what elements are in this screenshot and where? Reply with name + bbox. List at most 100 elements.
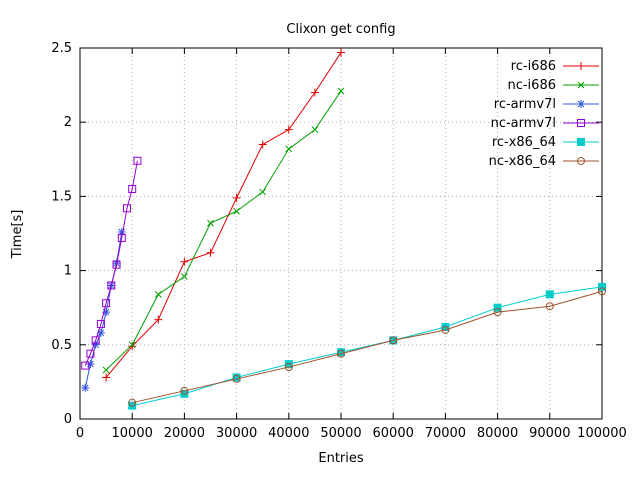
y-tick-label: 2.5 bbox=[51, 41, 72, 56]
series-nc-i686 bbox=[102, 87, 345, 374]
cross-marker bbox=[128, 341, 136, 349]
plus-marker bbox=[337, 48, 345, 57]
square-open-marker bbox=[91, 336, 100, 345]
square-filled-marker bbox=[128, 401, 137, 410]
square-filled-marker bbox=[577, 138, 585, 146]
square-open-marker bbox=[128, 184, 137, 193]
cross-marker bbox=[102, 366, 110, 374]
y-tick-label: 0 bbox=[64, 412, 72, 427]
square-open-marker bbox=[86, 349, 95, 358]
x-tick-label: 80000 bbox=[477, 426, 518, 441]
square-open-marker bbox=[577, 119, 585, 127]
square-filled-marker bbox=[284, 360, 293, 369]
circle-open-marker bbox=[493, 308, 502, 317]
circle-open-marker bbox=[337, 349, 345, 358]
cross-marker bbox=[259, 188, 267, 196]
tick-labels: 0 10000 20000 30000 40000 50000 60000 70000 8000… bbox=[51, 41, 627, 441]
legend-entry-rc-i686: rc-i686 bbox=[511, 59, 599, 74]
plus-marker bbox=[206, 248, 215, 257]
square-open-marker bbox=[96, 320, 105, 329]
circle-open-marker bbox=[284, 363, 293, 372]
square-filled-marker bbox=[493, 303, 502, 312]
square-filled-marker bbox=[598, 282, 606, 291]
square-filled-marker bbox=[441, 322, 450, 331]
chart-generated-content: 0 10000 20000 30000 40000 50000 60000 70000 8000… bbox=[51, 41, 627, 441]
square-open-marker bbox=[81, 361, 90, 370]
asterisk-marker bbox=[577, 100, 585, 108]
circle-open-marker bbox=[180, 386, 189, 395]
legend-entry-nc-i686: nc-i686 bbox=[507, 78, 599, 93]
y-axis-label: Time[s] bbox=[10, 210, 25, 260]
x-tick-label: 100000 bbox=[577, 426, 627, 441]
cross-marker bbox=[311, 126, 319, 133]
y-tick-label: 0.5 bbox=[51, 338, 72, 353]
plus-marker bbox=[180, 257, 189, 266]
plus-marker bbox=[577, 62, 585, 70]
plus-marker bbox=[128, 342, 137, 351]
circle-open-marker bbox=[577, 157, 585, 165]
legend-entry-nc-armv7l: nc-armv7l bbox=[491, 116, 599, 131]
legend-label: rc-i686 bbox=[511, 59, 556, 74]
circle-open-marker bbox=[441, 325, 450, 334]
x-axis-label: Entries bbox=[318, 451, 364, 466]
legend-entry-rc-x86_64: rc-x86_64 bbox=[492, 135, 599, 150]
plus-marker bbox=[102, 373, 111, 382]
square-open-marker bbox=[112, 260, 121, 269]
plus-marker bbox=[258, 140, 267, 149]
x-tick-label: 90000 bbox=[529, 426, 570, 441]
x-tick-label: 60000 bbox=[373, 426, 414, 441]
y-tick-label: 2 bbox=[64, 115, 72, 130]
square-open-marker bbox=[122, 204, 131, 213]
square-open-marker bbox=[102, 299, 111, 308]
x-tick-label: 30000 bbox=[216, 426, 257, 441]
square-filled-marker bbox=[180, 389, 189, 398]
circle-open-marker bbox=[598, 287, 606, 296]
circle-open-marker bbox=[128, 398, 137, 407]
series-nc-x86_64 bbox=[128, 287, 606, 407]
legend-label: rc-armv7l bbox=[494, 97, 556, 112]
series-nc-armv7l bbox=[81, 156, 142, 370]
x-tick-label: 0 bbox=[76, 426, 84, 441]
circle-open-marker bbox=[232, 374, 241, 383]
series-rc-x86_64 bbox=[128, 282, 606, 410]
legend-label: nc-x86_64 bbox=[489, 154, 556, 169]
plus-marker bbox=[232, 193, 241, 202]
legend: rc-i686 nc-i686 rc-armv7l nc-armv7l rc-x86_6… bbox=[489, 59, 599, 169]
cross-marker bbox=[233, 207, 240, 215]
chart-title: Clixon get config bbox=[286, 22, 395, 37]
series-line-nc-i686 bbox=[105, 90, 342, 371]
legend-entry-nc-x86_64: nc-x86_64 bbox=[489, 154, 599, 169]
legend-entry-rc-armv7l: rc-armv7l bbox=[494, 97, 599, 112]
asterisk-marker bbox=[81, 384, 89, 392]
series-line-rc-i686 bbox=[105, 52, 342, 378]
legend-label: rc-x86_64 bbox=[492, 135, 556, 150]
square-filled-marker bbox=[545, 290, 554, 299]
square-open-marker bbox=[133, 156, 142, 165]
x-tick-label: 50000 bbox=[320, 426, 361, 441]
series-line-rc-x86_64 bbox=[132, 286, 603, 407]
legend-label: nc-i686 bbox=[507, 78, 556, 93]
circle-open-marker bbox=[389, 336, 398, 345]
series-rc-i686 bbox=[102, 48, 345, 382]
axis-ticks bbox=[79, 47, 603, 420]
series-line-nc-x86_64 bbox=[132, 290, 603, 404]
cross-marker bbox=[337, 87, 345, 95]
x-tick-label: 10000 bbox=[112, 426, 153, 441]
y-tick-label: 1 bbox=[64, 264, 72, 279]
cross-marker bbox=[577, 81, 585, 89]
square-open-marker bbox=[107, 281, 116, 290]
cross-marker bbox=[181, 273, 188, 280]
x-tick-label: 20000 bbox=[164, 426, 205, 441]
x-tick-label: 70000 bbox=[425, 426, 466, 441]
circle-open-marker bbox=[545, 302, 554, 311]
plus-marker bbox=[284, 125, 293, 134]
y-tick-label: 1.5 bbox=[51, 189, 72, 204]
cross-marker bbox=[207, 219, 214, 227]
cross-marker bbox=[285, 145, 293, 153]
plus-marker bbox=[310, 88, 319, 97]
x-tick-label: 40000 bbox=[268, 426, 309, 441]
cross-marker bbox=[154, 290, 162, 298]
plus-marker bbox=[154, 315, 163, 324]
